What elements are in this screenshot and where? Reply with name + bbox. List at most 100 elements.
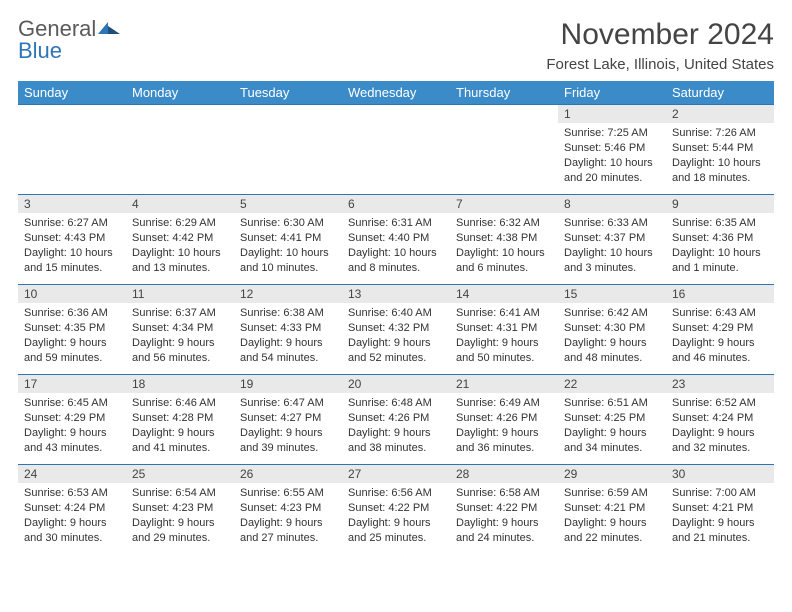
calendar-page: General Blue November 2024 Forest Lake, … [0,0,792,612]
calendar-week: 24Sunrise: 6:53 AMSunset: 4:24 PMDayligh… [18,465,774,555]
day-number: 24 [18,465,126,483]
daylight-text: Daylight: 9 hours and 39 minutes. [240,426,336,456]
day-number: 21 [450,375,558,393]
sunset-text: Sunset: 4:30 PM [564,321,660,336]
calendar-cell: 17Sunrise: 6:45 AMSunset: 4:29 PMDayligh… [18,375,126,465]
daylight-text: Daylight: 10 hours and 10 minutes. [240,246,336,276]
sunset-text: Sunset: 4:24 PM [672,411,768,426]
sunrise-text: Sunrise: 6:29 AM [132,216,228,231]
calendar-cell: 11Sunrise: 6:37 AMSunset: 4:34 PMDayligh… [126,285,234,375]
sunrise-text: Sunrise: 6:36 AM [24,306,120,321]
day-info: Sunrise: 7:25 AMSunset: 5:46 PMDaylight:… [558,123,666,191]
calendar-cell: 8Sunrise: 6:33 AMSunset: 4:37 PMDaylight… [558,195,666,285]
page-subtitle: Forest Lake, Illinois, United States [546,56,774,73]
daylight-text: Daylight: 9 hours and 59 minutes. [24,336,120,366]
day-info: Sunrise: 6:42 AMSunset: 4:30 PMDaylight:… [558,303,666,371]
sunset-text: Sunset: 4:42 PM [132,231,228,246]
sunrise-text: Sunrise: 6:58 AM [456,486,552,501]
day-number: 6 [342,195,450,213]
calendar-cell: 7Sunrise: 6:32 AMSunset: 4:38 PMDaylight… [450,195,558,285]
calendar-cell: 24Sunrise: 6:53 AMSunset: 4:24 PMDayligh… [18,465,126,555]
calendar-cell [18,105,126,195]
day-info: Sunrise: 6:59 AMSunset: 4:21 PMDaylight:… [558,483,666,551]
calendar-cell: 20Sunrise: 6:48 AMSunset: 4:26 PMDayligh… [342,375,450,465]
weekday-sunday: Sunday [18,81,126,105]
sunset-text: Sunset: 4:40 PM [348,231,444,246]
sunset-text: Sunset: 4:41 PM [240,231,336,246]
calendar-cell: 19Sunrise: 6:47 AMSunset: 4:27 PMDayligh… [234,375,342,465]
day-info: Sunrise: 6:53 AMSunset: 4:24 PMDaylight:… [18,483,126,551]
sunset-text: Sunset: 4:33 PM [240,321,336,336]
daylight-text: Daylight: 9 hours and 48 minutes. [564,336,660,366]
calendar-cell: 2Sunrise: 7:26 AMSunset: 5:44 PMDaylight… [666,105,774,195]
sunset-text: Sunset: 4:35 PM [24,321,120,336]
sunrise-text: Sunrise: 6:48 AM [348,396,444,411]
daylight-text: Daylight: 9 hours and 43 minutes. [24,426,120,456]
sunset-text: Sunset: 4:29 PM [24,411,120,426]
daylight-text: Daylight: 10 hours and 13 minutes. [132,246,228,276]
day-info: Sunrise: 6:41 AMSunset: 4:31 PMDaylight:… [450,303,558,371]
sunset-text: Sunset: 4:25 PM [564,411,660,426]
sunrise-text: Sunrise: 6:54 AM [132,486,228,501]
day-number: 26 [234,465,342,483]
day-number: 7 [450,195,558,213]
day-info: Sunrise: 6:37 AMSunset: 4:34 PMDaylight:… [126,303,234,371]
page-title: November 2024 [546,18,774,52]
sunrise-text: Sunrise: 7:26 AM [672,126,768,141]
calendar-cell [450,105,558,195]
day-number: 5 [234,195,342,213]
day-info: Sunrise: 6:52 AMSunset: 4:24 PMDaylight:… [666,393,774,461]
daylight-text: Daylight: 9 hours and 22 minutes. [564,516,660,546]
daylight-text: Daylight: 9 hours and 46 minutes. [672,336,768,366]
sunset-text: Sunset: 4:24 PM [24,501,120,516]
day-number: 28 [450,465,558,483]
sunrise-text: Sunrise: 6:32 AM [456,216,552,231]
sunset-text: Sunset: 4:32 PM [348,321,444,336]
daylight-text: Daylight: 9 hours and 50 minutes. [456,336,552,366]
sunrise-text: Sunrise: 6:59 AM [564,486,660,501]
day-number: 30 [666,465,774,483]
weekday-monday: Monday [126,81,234,105]
calendar-cell: 4Sunrise: 6:29 AMSunset: 4:42 PMDaylight… [126,195,234,285]
sunrise-text: Sunrise: 6:45 AM [24,396,120,411]
daylight-text: Daylight: 9 hours and 24 minutes. [456,516,552,546]
calendar-cell: 5Sunrise: 6:30 AMSunset: 4:41 PMDaylight… [234,195,342,285]
daylight-text: Daylight: 9 hours and 32 minutes. [672,426,768,456]
daylight-text: Daylight: 9 hours and 34 minutes. [564,426,660,456]
sunset-text: Sunset: 4:28 PM [132,411,228,426]
sunrise-text: Sunrise: 6:27 AM [24,216,120,231]
calendar-cell: 3Sunrise: 6:27 AMSunset: 4:43 PMDaylight… [18,195,126,285]
sunset-text: Sunset: 4:37 PM [564,231,660,246]
daylight-text: Daylight: 10 hours and 1 minute. [672,246,768,276]
calendar-cell: 13Sunrise: 6:40 AMSunset: 4:32 PMDayligh… [342,285,450,375]
sunrise-text: Sunrise: 7:00 AM [672,486,768,501]
calendar-cell: 12Sunrise: 6:38 AMSunset: 4:33 PMDayligh… [234,285,342,375]
day-info: Sunrise: 6:40 AMSunset: 4:32 PMDaylight:… [342,303,450,371]
calendar-cell: 29Sunrise: 6:59 AMSunset: 4:21 PMDayligh… [558,465,666,555]
sunset-text: Sunset: 5:46 PM [564,141,660,156]
day-info: Sunrise: 6:56 AMSunset: 4:22 PMDaylight:… [342,483,450,551]
sunset-text: Sunset: 4:21 PM [672,501,768,516]
daylight-text: Daylight: 10 hours and 6 minutes. [456,246,552,276]
logo-word-2: Blue [18,40,122,62]
calendar-cell: 1Sunrise: 7:25 AMSunset: 5:46 PMDaylight… [558,105,666,195]
sunrise-text: Sunrise: 7:25 AM [564,126,660,141]
calendar-cell [234,105,342,195]
sunrise-text: Sunrise: 6:31 AM [348,216,444,231]
sunset-text: Sunset: 4:22 PM [348,501,444,516]
daylight-text: Daylight: 9 hours and 25 minutes. [348,516,444,546]
day-number: 9 [666,195,774,213]
daylight-text: Daylight: 9 hours and 54 minutes. [240,336,336,366]
sunset-text: Sunset: 4:23 PM [240,501,336,516]
logo: General Blue [18,18,122,62]
calendar-cell: 16Sunrise: 6:43 AMSunset: 4:29 PMDayligh… [666,285,774,375]
weekday-thursday: Thursday [450,81,558,105]
calendar-cell: 30Sunrise: 7:00 AMSunset: 4:21 PMDayligh… [666,465,774,555]
sunset-text: Sunset: 4:36 PM [672,231,768,246]
calendar-cell: 28Sunrise: 6:58 AMSunset: 4:22 PMDayligh… [450,465,558,555]
day-info: Sunrise: 6:51 AMSunset: 4:25 PMDaylight:… [558,393,666,461]
sunrise-text: Sunrise: 6:38 AM [240,306,336,321]
day-info: Sunrise: 6:54 AMSunset: 4:23 PMDaylight:… [126,483,234,551]
daylight-text: Daylight: 9 hours and 52 minutes. [348,336,444,366]
sunset-text: Sunset: 4:31 PM [456,321,552,336]
